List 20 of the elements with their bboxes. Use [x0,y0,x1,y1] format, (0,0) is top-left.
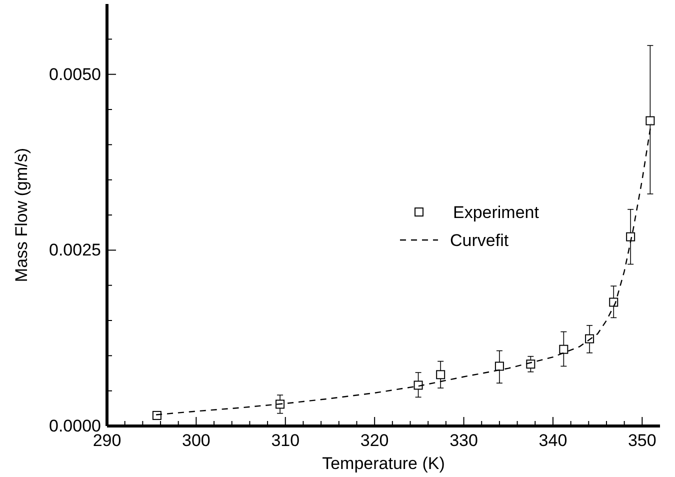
point [414,380,423,390]
x-tick-label: 350 [628,431,656,450]
y-axis-title: Mass Flow (gm/s) [12,148,31,282]
y-tick-label: 0.0025 [49,240,101,260]
x-tick-label: 300 [182,431,210,450]
legend-label: Curvefit [450,231,509,250]
point [626,232,636,242]
point [646,116,655,126]
legend-label: Experiment [453,203,540,222]
y-tick-label: 0.0050 [49,64,101,84]
point [436,370,446,380]
point [494,362,504,371]
point [609,298,618,307]
x-axis-title: Temperature (K) [322,454,445,473]
x-tick-label: 310 [271,431,300,450]
point [152,410,162,420]
x-tick-label: 330 [450,431,478,450]
x-tick-label: 340 [538,431,568,450]
point [559,344,568,354]
x-tick-label: 320 [360,431,389,450]
